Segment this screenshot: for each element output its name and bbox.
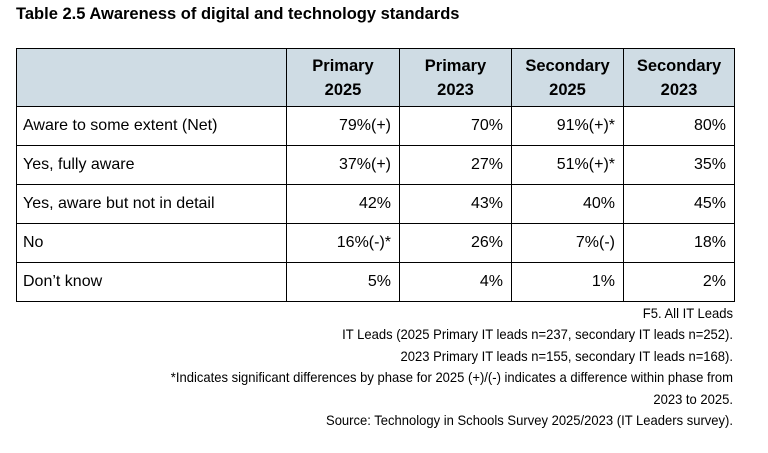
note-source: Source: Technology in Schools Survey 202…: [326, 412, 733, 429]
table-row: Don’t know 5% 4% 1% 2%: [16, 262, 735, 302]
cell-secondary-2025: 1%: [511, 262, 624, 302]
row-label: Yes, fully aware: [16, 145, 287, 185]
cell-primary-2023: 27%: [399, 145, 512, 185]
header-row: Primary 2025 Primary 2023 Secondary 2025…: [16, 48, 735, 107]
header-secondary-2025: Secondary 2025: [511, 48, 624, 107]
header-line1: Primary: [312, 56, 374, 75]
cell-primary-2025: 37%(+): [286, 145, 400, 185]
cell-secondary-2023: 18%: [623, 223, 735, 263]
header-line1: Primary: [424, 56, 487, 75]
awareness-table: Primary 2025 Primary 2023 Secondary 2025…: [16, 48, 735, 302]
header-line1: Secondary: [636, 56, 722, 75]
cell-primary-2023: 4%: [399, 262, 512, 302]
cell-secondary-2025: 51%(+)*: [511, 145, 624, 185]
header-line2: 2025: [549, 80, 586, 99]
note-significance: *Indicates significant differences by ph…: [170, 369, 734, 386]
cell-primary-2025: 16%(-)*: [286, 223, 400, 263]
cell-primary-2023: 70%: [399, 106, 512, 146]
row-label: No: [16, 223, 287, 263]
note-sample-2025: IT Leads (2025 Primary IT leads n=237, s…: [342, 326, 733, 343]
header-blank-cell: [16, 48, 287, 107]
header-primary-2023: Primary 2023: [399, 48, 512, 107]
table-row: Aware to some extent (Net) 79%(+) 70% 91…: [16, 106, 735, 146]
header-primary-2025: Primary 2025: [286, 48, 400, 107]
cell-secondary-2025: 7%(-): [511, 223, 624, 263]
cell-secondary-2023: 35%: [623, 145, 735, 185]
note-sample-2023: 2023 Primary IT leads n=155, secondary I…: [400, 347, 733, 364]
cell-primary-2023: 43%: [399, 184, 512, 224]
cell-secondary-2023: 80%: [623, 106, 735, 146]
row-label: Don’t know: [16, 262, 287, 302]
header-line2: 2023: [437, 80, 474, 99]
cell-primary-2025: 79%(+): [286, 106, 400, 146]
cell-secondary-2023: 2%: [623, 262, 735, 302]
note-significance-cont: 2023 to 2025.: [653, 390, 733, 407]
cell-primary-2023: 26%: [399, 223, 512, 263]
table-title: Table 2.5 Awareness of digital and techn…: [16, 5, 460, 23]
header-secondary-2023: Secondary 2023: [623, 48, 735, 107]
table-row: Yes, aware but not in detail 42% 43% 40%…: [16, 184, 735, 224]
cell-primary-2025: 5%: [286, 262, 400, 302]
header-line2: 2025: [324, 80, 362, 99]
header-line1: Secondary: [525, 56, 610, 75]
table-row: No 16%(-)* 26% 7%(-) 18%: [16, 223, 735, 263]
row-label: Yes, aware but not in detail: [16, 184, 287, 224]
table-row: Yes, fully aware 37%(+) 27% 51%(+)* 35%: [16, 145, 735, 185]
header-line2: 2023: [660, 80, 698, 99]
cell-secondary-2025: 91%(+)*: [511, 106, 624, 146]
note-base: F5. All IT Leads: [642, 305, 733, 321]
cell-secondary-2023: 45%: [623, 184, 735, 224]
cell-secondary-2025: 40%: [511, 184, 624, 224]
table-notes: F5. All IT Leads IT Leads (2025 Primary …: [45, 303, 733, 431]
cell-primary-2025: 42%: [286, 184, 400, 224]
row-label: Aware to some extent (Net): [16, 106, 287, 146]
